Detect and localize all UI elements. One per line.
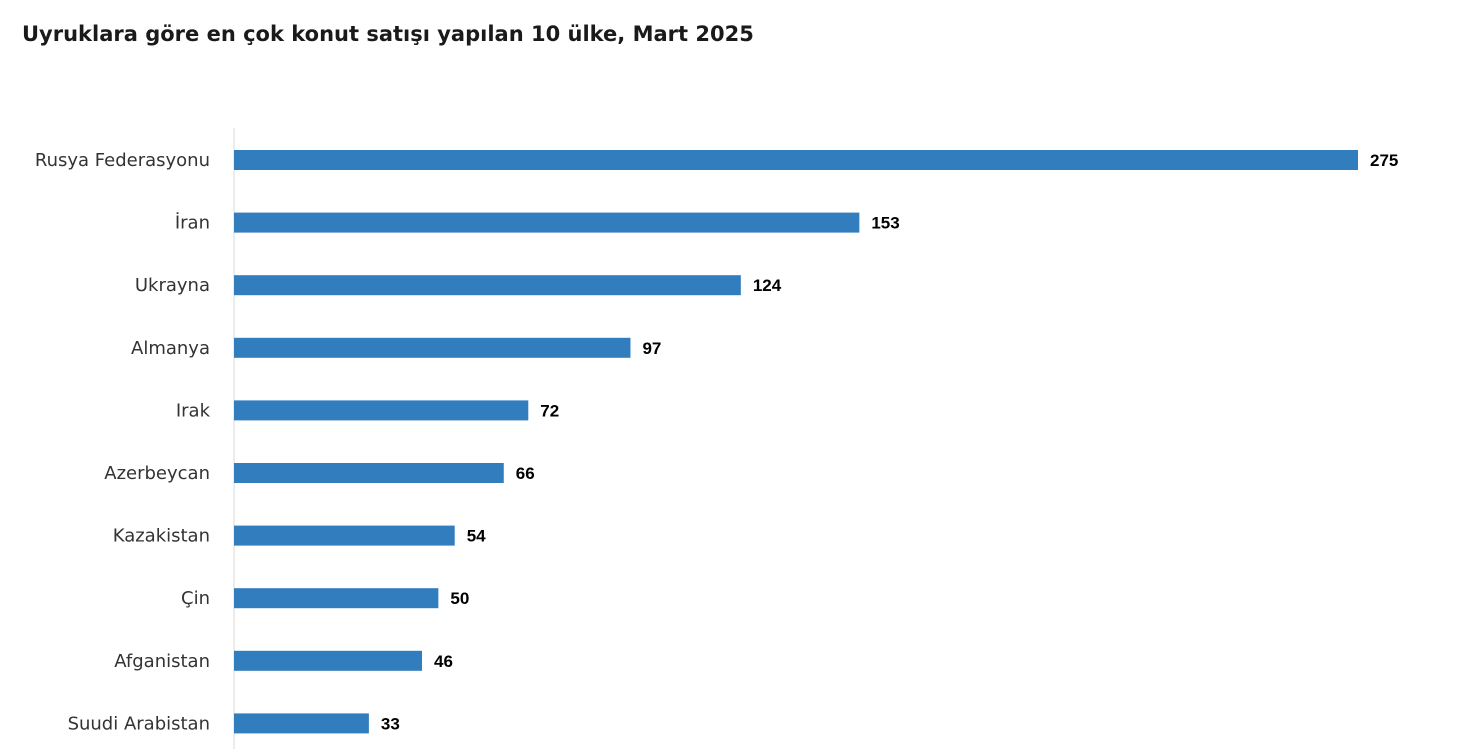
value-label: 54	[467, 527, 486, 546]
chart-title: Uyruklara göre en çok konut satışı yapıl…	[22, 22, 754, 46]
value-label: 275	[1370, 151, 1398, 170]
bar-7	[234, 588, 439, 609]
value-label: 97	[642, 339, 661, 358]
bar-3	[234, 337, 631, 358]
value-label: 124	[753, 276, 782, 295]
bars-group: Rusya Federasyonu 275 İran 153 Ukrayna 124 Alm…	[35, 150, 1398, 734]
category-label: Kazakistan	[113, 526, 210, 547]
value-label: 66	[516, 464, 535, 483]
bar-8	[234, 650, 423, 671]
category-label: Azerbeycan	[104, 463, 210, 484]
bar-6	[234, 525, 455, 546]
bar-4	[234, 400, 529, 421]
category-label: Çin	[181, 588, 210, 609]
category-label: Almanya	[131, 338, 210, 359]
bar-9	[234, 713, 369, 734]
bar-2	[234, 275, 741, 296]
category-label: Irak	[176, 400, 211, 421]
bar-1	[234, 212, 860, 233]
category-label: Ukrayna	[135, 275, 210, 296]
value-label: 46	[434, 652, 453, 671]
bar-0	[234, 150, 1358, 170]
category-label: Rusya Federasyonu	[35, 150, 210, 171]
value-label: 72	[540, 401, 559, 420]
category-label: İran	[175, 213, 210, 234]
value-label: 50	[450, 589, 469, 608]
value-label: 33	[381, 714, 400, 733]
value-label: 153	[871, 214, 899, 233]
category-label: Suudi Arabistan	[68, 713, 210, 734]
bar-5	[234, 463, 504, 483]
category-label: Afganistan	[114, 651, 210, 672]
